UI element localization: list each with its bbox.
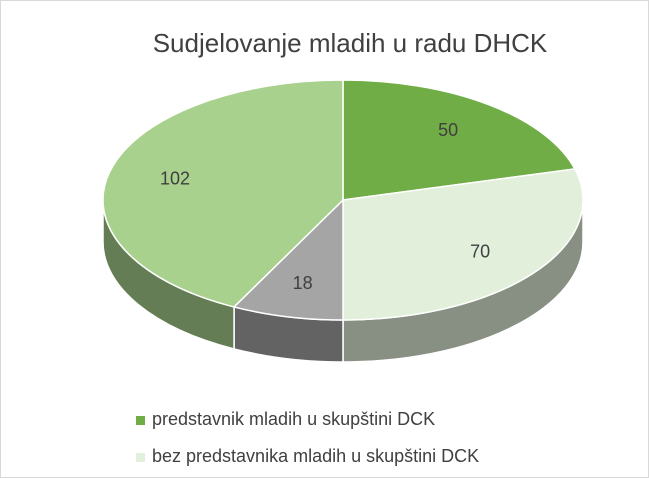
pie-slice xyxy=(342,168,584,321)
pie-slice xyxy=(232,198,344,321)
pie-slice xyxy=(102,79,344,308)
data-label: 18 xyxy=(293,273,313,293)
legend-label: predstavnik mladih u skupštini DCK xyxy=(152,409,435,429)
pie-slice xyxy=(342,79,576,201)
legend-swatch xyxy=(136,453,145,462)
legend-swatch xyxy=(136,416,145,425)
data-label: 50 xyxy=(438,120,458,140)
legend-label: bez predstavnika mladih u skupštini DCK xyxy=(152,446,479,466)
chart-title: Sudjelovanje mladih u radu DHCK xyxy=(153,28,548,58)
data-label: 70 xyxy=(470,241,490,261)
data-label: 102 xyxy=(160,169,190,189)
